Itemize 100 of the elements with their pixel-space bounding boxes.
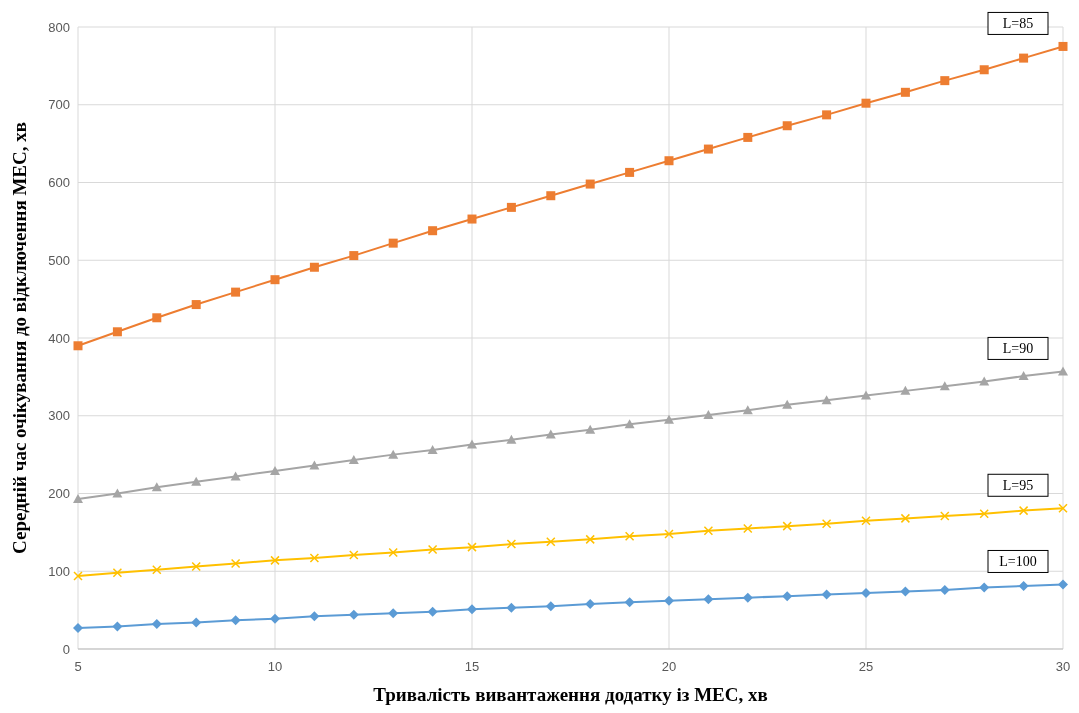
point	[664, 414, 674, 424]
point	[1018, 371, 1029, 381]
point	[585, 424, 596, 434]
x-tick-label: 20	[661, 659, 677, 674]
point	[73, 493, 83, 503]
point	[427, 444, 438, 454]
y-tick-label: 0	[62, 641, 70, 657]
point	[349, 251, 359, 261]
point	[861, 515, 871, 526]
point	[545, 601, 556, 612]
point	[900, 513, 911, 524]
x-tick-label: 5	[74, 659, 82, 674]
point	[230, 615, 241, 626]
point	[152, 313, 162, 323]
y-tick-label: 800	[48, 19, 70, 35]
x-tick-label: 10	[267, 659, 283, 674]
point	[703, 526, 714, 536]
point	[900, 586, 911, 597]
series-label: L=85	[1002, 15, 1034, 31]
point	[743, 132, 753, 142]
point	[112, 568, 123, 578]
y-tick-label: 100	[48, 563, 70, 579]
point	[664, 156, 674, 166]
point	[1058, 503, 1068, 514]
point	[467, 214, 477, 224]
point	[467, 439, 477, 449]
point	[742, 592, 753, 603]
point	[191, 617, 202, 628]
point	[270, 465, 280, 475]
point	[782, 399, 793, 409]
y-tick-label: 200	[48, 486, 70, 501]
point	[624, 531, 635, 542]
point	[309, 553, 320, 563]
point	[940, 76, 950, 86]
point	[73, 341, 83, 351]
point	[191, 300, 201, 310]
point	[822, 110, 832, 120]
point	[742, 405, 753, 415]
series-label: L=90	[1002, 340, 1034, 356]
point	[1018, 505, 1029, 516]
point	[546, 191, 556, 201]
point	[861, 390, 871, 400]
point	[821, 589, 832, 600]
point	[388, 608, 399, 619]
point	[585, 534, 595, 545]
y-tick-label: 400	[48, 330, 70, 346]
x-tick-label: 25	[858, 659, 874, 674]
point	[112, 621, 123, 632]
point	[73, 623, 83, 634]
point	[467, 604, 477, 615]
series-label: L=95	[1002, 477, 1034, 493]
point	[467, 542, 477, 552]
point	[585, 598, 596, 609]
point	[506, 434, 517, 444]
point	[230, 558, 241, 569]
point	[664, 529, 674, 539]
point	[900, 385, 911, 395]
point	[782, 521, 792, 531]
point	[545, 429, 556, 439]
point	[191, 476, 202, 486]
point	[231, 287, 241, 297]
point	[230, 471, 241, 481]
point	[309, 262, 319, 272]
point	[1058, 41, 1068, 51]
point	[703, 594, 714, 605]
point	[112, 327, 122, 337]
point	[270, 613, 280, 624]
point	[900, 87, 910, 97]
series-label: L=100	[999, 553, 1037, 569]
point	[427, 544, 438, 555]
point	[388, 238, 398, 248]
point	[861, 98, 871, 108]
point	[546, 536, 556, 547]
point	[703, 144, 713, 154]
y-tick-label: 500	[48, 252, 70, 268]
point	[506, 202, 516, 212]
point	[743, 523, 753, 534]
point	[388, 547, 398, 558]
point	[821, 519, 832, 529]
point	[112, 488, 123, 498]
point	[348, 609, 359, 620]
point	[979, 508, 989, 519]
point	[152, 564, 162, 575]
point	[861, 588, 871, 599]
point	[585, 179, 595, 189]
point	[349, 550, 359, 560]
point	[428, 226, 438, 236]
point	[270, 275, 280, 285]
point	[703, 409, 714, 419]
y-tick-label: 600	[48, 175, 70, 190]
point	[309, 460, 320, 470]
point	[782, 591, 793, 602]
y-tick-label: 300	[48, 408, 70, 424]
point	[506, 539, 517, 549]
point	[73, 571, 83, 581]
point	[939, 381, 950, 391]
point	[1019, 53, 1029, 63]
point	[624, 419, 635, 429]
point	[506, 602, 517, 613]
point	[270, 555, 280, 566]
